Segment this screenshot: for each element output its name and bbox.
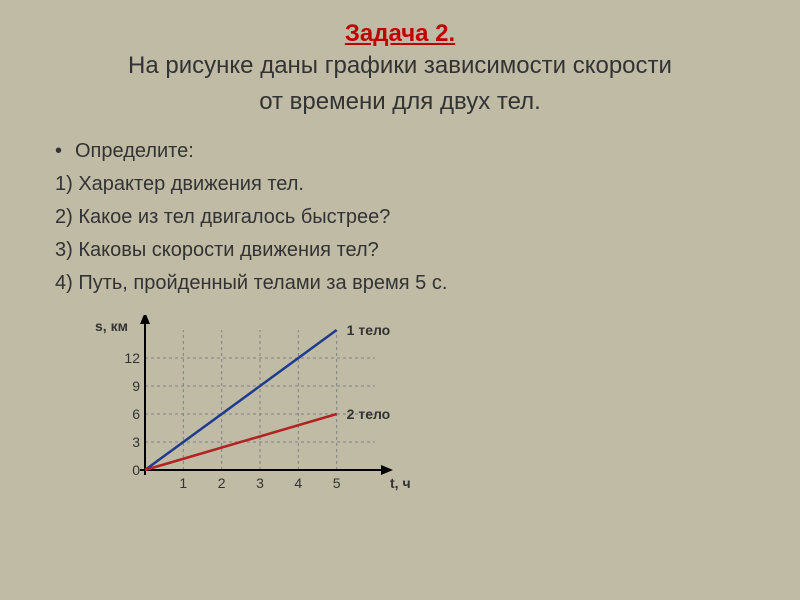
y-tick-12: 12	[115, 350, 140, 366]
x-tick-3: 3	[250, 475, 270, 491]
question-1: 1) Характер движения тел.	[40, 173, 770, 196]
y-tick-9: 9	[115, 378, 140, 394]
title-description-2: от времени для двух тел.	[30, 84, 770, 120]
x-tick-4: 4	[288, 475, 308, 491]
y-tick-3: 3	[115, 434, 140, 450]
question-3: 3) Каковы скорости движения тел?	[40, 239, 770, 262]
content-block: Определите: 1) Характер движения тел. 2)…	[30, 140, 770, 295]
title-task: Задача 2.	[345, 20, 455, 47]
question-2: 2) Какое из тел двигалось быстрее?	[40, 206, 770, 229]
x-axis-label: t, ч	[390, 475, 411, 491]
y-tick-6: 6	[115, 406, 140, 422]
y-axis-label: s, км	[95, 318, 128, 334]
series-label-2: 2 тело	[347, 406, 391, 422]
series-line-1	[145, 330, 337, 470]
chart-container: 03691212345s, кмt, ч1 тело2 тело	[90, 315, 490, 505]
title-description-1: На рисунке даны графики зависимости скор…	[30, 48, 770, 84]
bullet-determine: Определите:	[40, 140, 770, 163]
x-tick-1: 1	[173, 475, 193, 491]
question-4: 4) Путь, пройденный телами за время 5 с.	[40, 272, 770, 295]
title-block: Задача 2. На рисунке даны графики зависи…	[30, 20, 770, 120]
x-tick-5: 5	[327, 475, 347, 491]
x-tick-2: 2	[212, 475, 232, 491]
y-tick-0: 0	[115, 462, 140, 478]
series-label-1: 1 тело	[347, 322, 391, 338]
